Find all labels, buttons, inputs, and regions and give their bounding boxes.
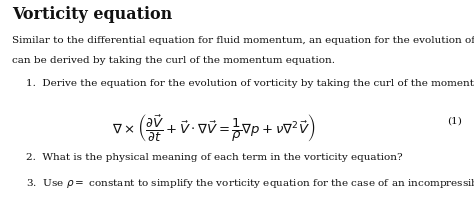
Text: Similar to the differential equation for fluid momentum, an equation for the evo: Similar to the differential equation for…: [12, 36, 474, 45]
Text: 2.  What is the physical meaning of each term in the vorticity equation?: 2. What is the physical meaning of each …: [26, 153, 403, 162]
Text: (1): (1): [447, 117, 462, 126]
Text: $\nabla \times \left( \dfrac{\partial \vec{V}}{\partial t} + \vec{V} \cdot \nabl: $\nabla \times \left( \dfrac{\partial \v…: [111, 112, 315, 144]
Text: 1.  Derive the equation for the evolution of vorticity by taking the curl of the: 1. Derive the equation for the evolution…: [26, 79, 474, 88]
Text: can be derived by taking the curl of the momentum equation.: can be derived by taking the curl of the…: [12, 56, 335, 65]
Text: 3.  Use $\rho =$ constant to simplify the vorticity equation for the case of an : 3. Use $\rho =$ constant to simplify the…: [26, 177, 474, 190]
Text: Vorticity equation: Vorticity equation: [12, 6, 172, 23]
